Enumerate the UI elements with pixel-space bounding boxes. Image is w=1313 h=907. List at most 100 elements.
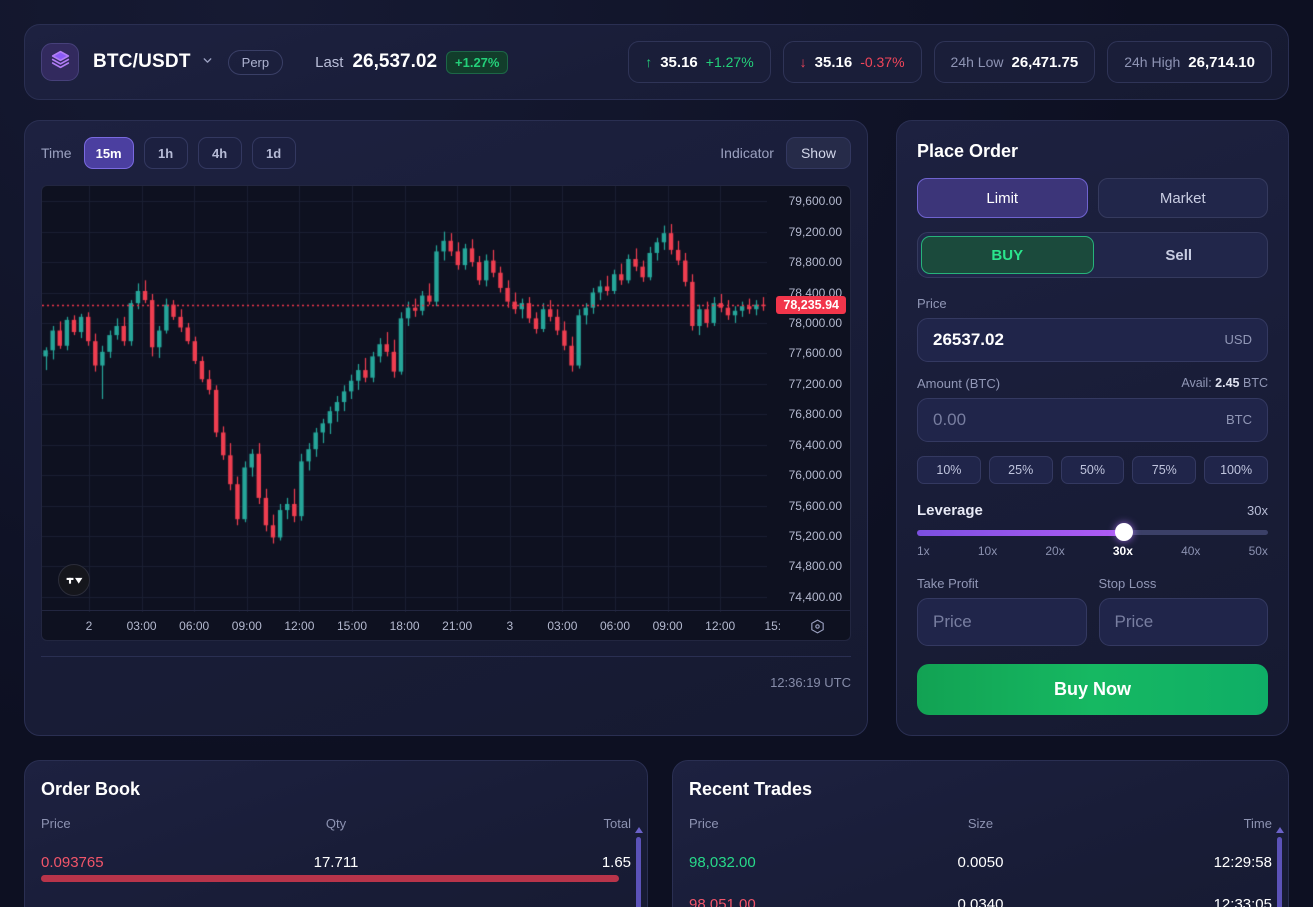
market-stats: ↑ 35.16 +1.27% ↓ 35.16 -0.37% 24h Low 26… [628, 41, 1272, 83]
leverage-ticks: 1x 10x 20x 30x 40x 50x [917, 544, 1268, 558]
candlestick-canvas[interactable] [42, 186, 767, 612]
stop-loss-label-text: Stop Loss [1098, 576, 1157, 592]
take-profit-label: Take Profit [917, 576, 1087, 591]
stop-loss-label: Stop Loss [1099, 576, 1269, 591]
table-row[interactable]: 98,032.00 0.0050 12:29:58 [689, 845, 1272, 879]
order-book-qty: 17.711 [313, 853, 359, 871]
take-profit-input[interactable]: Price [917, 598, 1087, 647]
stop-loss-placeholder: Price [1114, 612, 1154, 632]
percent-10[interactable]: 10% [917, 455, 981, 484]
leverage-tick-50x[interactable]: 50x [1248, 544, 1268, 559]
y-axis-tick: 78,800.00 [788, 255, 842, 270]
leverage-label: Leverage [917, 501, 983, 519]
x-axis-tick: 12:00 [284, 619, 315, 633]
order-type-tabs: Limit Market [917, 178, 1268, 218]
y-axis-tick: 77,200.00 [788, 376, 842, 391]
percent-100[interactable]: 100% [1204, 455, 1268, 484]
order-book-price: 0.093765 [41, 853, 104, 871]
leverage-header: Leverage 30x [917, 502, 1268, 519]
stat-24h-high: 24h High 26,714.10 [1107, 41, 1272, 83]
price-chart[interactable]: 79,600.00 79,200.00 78,800.00 78,400.00 78,0… [41, 185, 851, 641]
leverage-tick-10x[interactable]: 10x [977, 544, 998, 559]
order-side-toggle: BUY Sell [917, 232, 1268, 278]
price-input-value: 26537.02 [933, 329, 1004, 349]
order-book-col-total: Total [603, 816, 632, 831]
leverage-slider-knob[interactable] [1115, 523, 1134, 542]
recent-trades-panel: Recent Trades Price Size Time 98,032.00 … [672, 760, 1289, 907]
stat-up: ↑ 35.16 +1.27% [628, 41, 771, 83]
leverage-tick-20x[interactable]: 20x [1045, 544, 1065, 559]
order-book-scrollbar[interactable] [636, 837, 641, 907]
order-book-col-price: Price [41, 816, 71, 831]
table-row[interactable]: 0.093765 17.711 1.65 [41, 845, 631, 882]
scroll-up-arrow-icon[interactable] [1276, 827, 1284, 833]
y-axis-tick: 76,400.00 [788, 437, 842, 452]
x-axis-tick: 06:00 [599, 619, 631, 633]
stat-24h-high-value: 26,714.10 [1188, 53, 1255, 71]
amount-input[interactable]: 0.00 BTC [917, 397, 1268, 442]
take-profit-placeholder: Price [933, 612, 972, 632]
side-sell[interactable]: Sell [1165, 246, 1193, 264]
time-axis: 2 03:00 06:00 09:00 12:00 15:00 18:00 21:00 3 03:… [42, 610, 850, 640]
x-axis-tick: 21:00 [442, 619, 473, 633]
leverage-tick-40x[interactable]: 40x [1181, 544, 1201, 559]
y-axis-tick: 79,200.00 [788, 224, 842, 239]
change-badge: +1.27% [446, 50, 509, 74]
timeframe-1h[interactable]: 1h [143, 137, 188, 169]
recent-trades-scrollbar[interactable] [1277, 837, 1282, 907]
order-type-market[interactable]: Market [1097, 178, 1268, 218]
tradingview-logo[interactable] [58, 564, 90, 596]
avail-unit: BTC [1243, 376, 1268, 391]
price-axis: 79,600.00 79,200.00 78,800.00 78,400.00 78,0… [731, 186, 850, 612]
layers-stack-icon [50, 49, 71, 75]
stop-loss-input[interactable]: Price [1098, 598, 1268, 647]
leverage-slider-fill [917, 529, 1125, 536]
trade-price: 98,032.00 [689, 853, 756, 871]
x-axis-tick: 3 [506, 619, 514, 633]
order-type-limit[interactable]: Limit [917, 178, 1088, 218]
timeframe-1d[interactable]: 1d [251, 137, 296, 169]
side-buy[interactable]: BUY [921, 236, 1094, 274]
avail-prefix: Avail: [1181, 376, 1212, 391]
y-axis-tick: 75,600.00 [788, 498, 842, 513]
order-book-columns: Price Qty Total [41, 816, 631, 831]
buy-now-button[interactable]: Buy Now [917, 664, 1268, 715]
market-header: BTC/USDT Perp Last 26,537.02 +1.27% ↑ 35… [24, 24, 1289, 100]
leverage-tick-1x[interactable]: 1x [917, 544, 930, 559]
avail-value: 2.45 [1215, 376, 1240, 391]
percent-75[interactable]: 75% [1132, 455, 1197, 484]
stat-24h-low: 24h Low 26,471.75 [933, 41, 1096, 83]
table-row[interactable]: 98,051.00 0.0340 12:33:05 [689, 887, 1272, 907]
time-label: Time [41, 145, 72, 161]
scroll-up-arrow-icon[interactable] [635, 827, 643, 833]
trades-col-price: Price [689, 816, 719, 831]
trade-price: 98,051.00 [689, 895, 756, 907]
x-axis-tick: 15: [764, 619, 782, 633]
y-axis-tick: 76,000.00 [788, 468, 842, 483]
timeframe-15m[interactable]: 15m [83, 137, 134, 169]
timeframe-4h[interactable]: 4h [197, 137, 242, 169]
tp-sl-group: Take Profit Price Stop Loss Price [917, 576, 1269, 647]
take-profit-label-text: Take Profit [917, 576, 979, 592]
trade-size: 0.0050 [957, 853, 1004, 871]
y-axis-tick: 74,800.00 [788, 559, 842, 574]
leverage-tick-30x[interactable]: 30x [1112, 544, 1133, 559]
leverage-slider[interactable] [917, 523, 1268, 542]
last-price-group: Last 26,537.02 +1.27% [315, 50, 509, 74]
percent-25[interactable]: 25% [988, 455, 1053, 484]
x-axis-tick: 12:00 [705, 619, 736, 633]
chevron-down-icon[interactable] [201, 54, 214, 70]
price-field-label: Price [917, 296, 1268, 311]
crosshair-icon[interactable] [809, 618, 826, 635]
show-indicator-button[interactable]: Show [785, 137, 851, 169]
price-input[interactable]: 26537.02 USD [917, 318, 1268, 362]
y-axis-tick: 78,000.00 [788, 315, 842, 330]
pair-name[interactable]: BTC/USDT [93, 51, 191, 72]
chart-panel: Time 15m 1h 4h 1d Indicator Show 79,600.… [24, 120, 868, 736]
x-axis-tick: 2 [85, 619, 93, 633]
percent-50[interactable]: 50% [1060, 455, 1125, 484]
price-label-text: Price [917, 296, 947, 311]
place-order-title: Place Order [917, 141, 1019, 161]
stat-down-value: 35.16 [814, 53, 853, 71]
chart-footer: 12:36:19 UTC [41, 656, 851, 708]
